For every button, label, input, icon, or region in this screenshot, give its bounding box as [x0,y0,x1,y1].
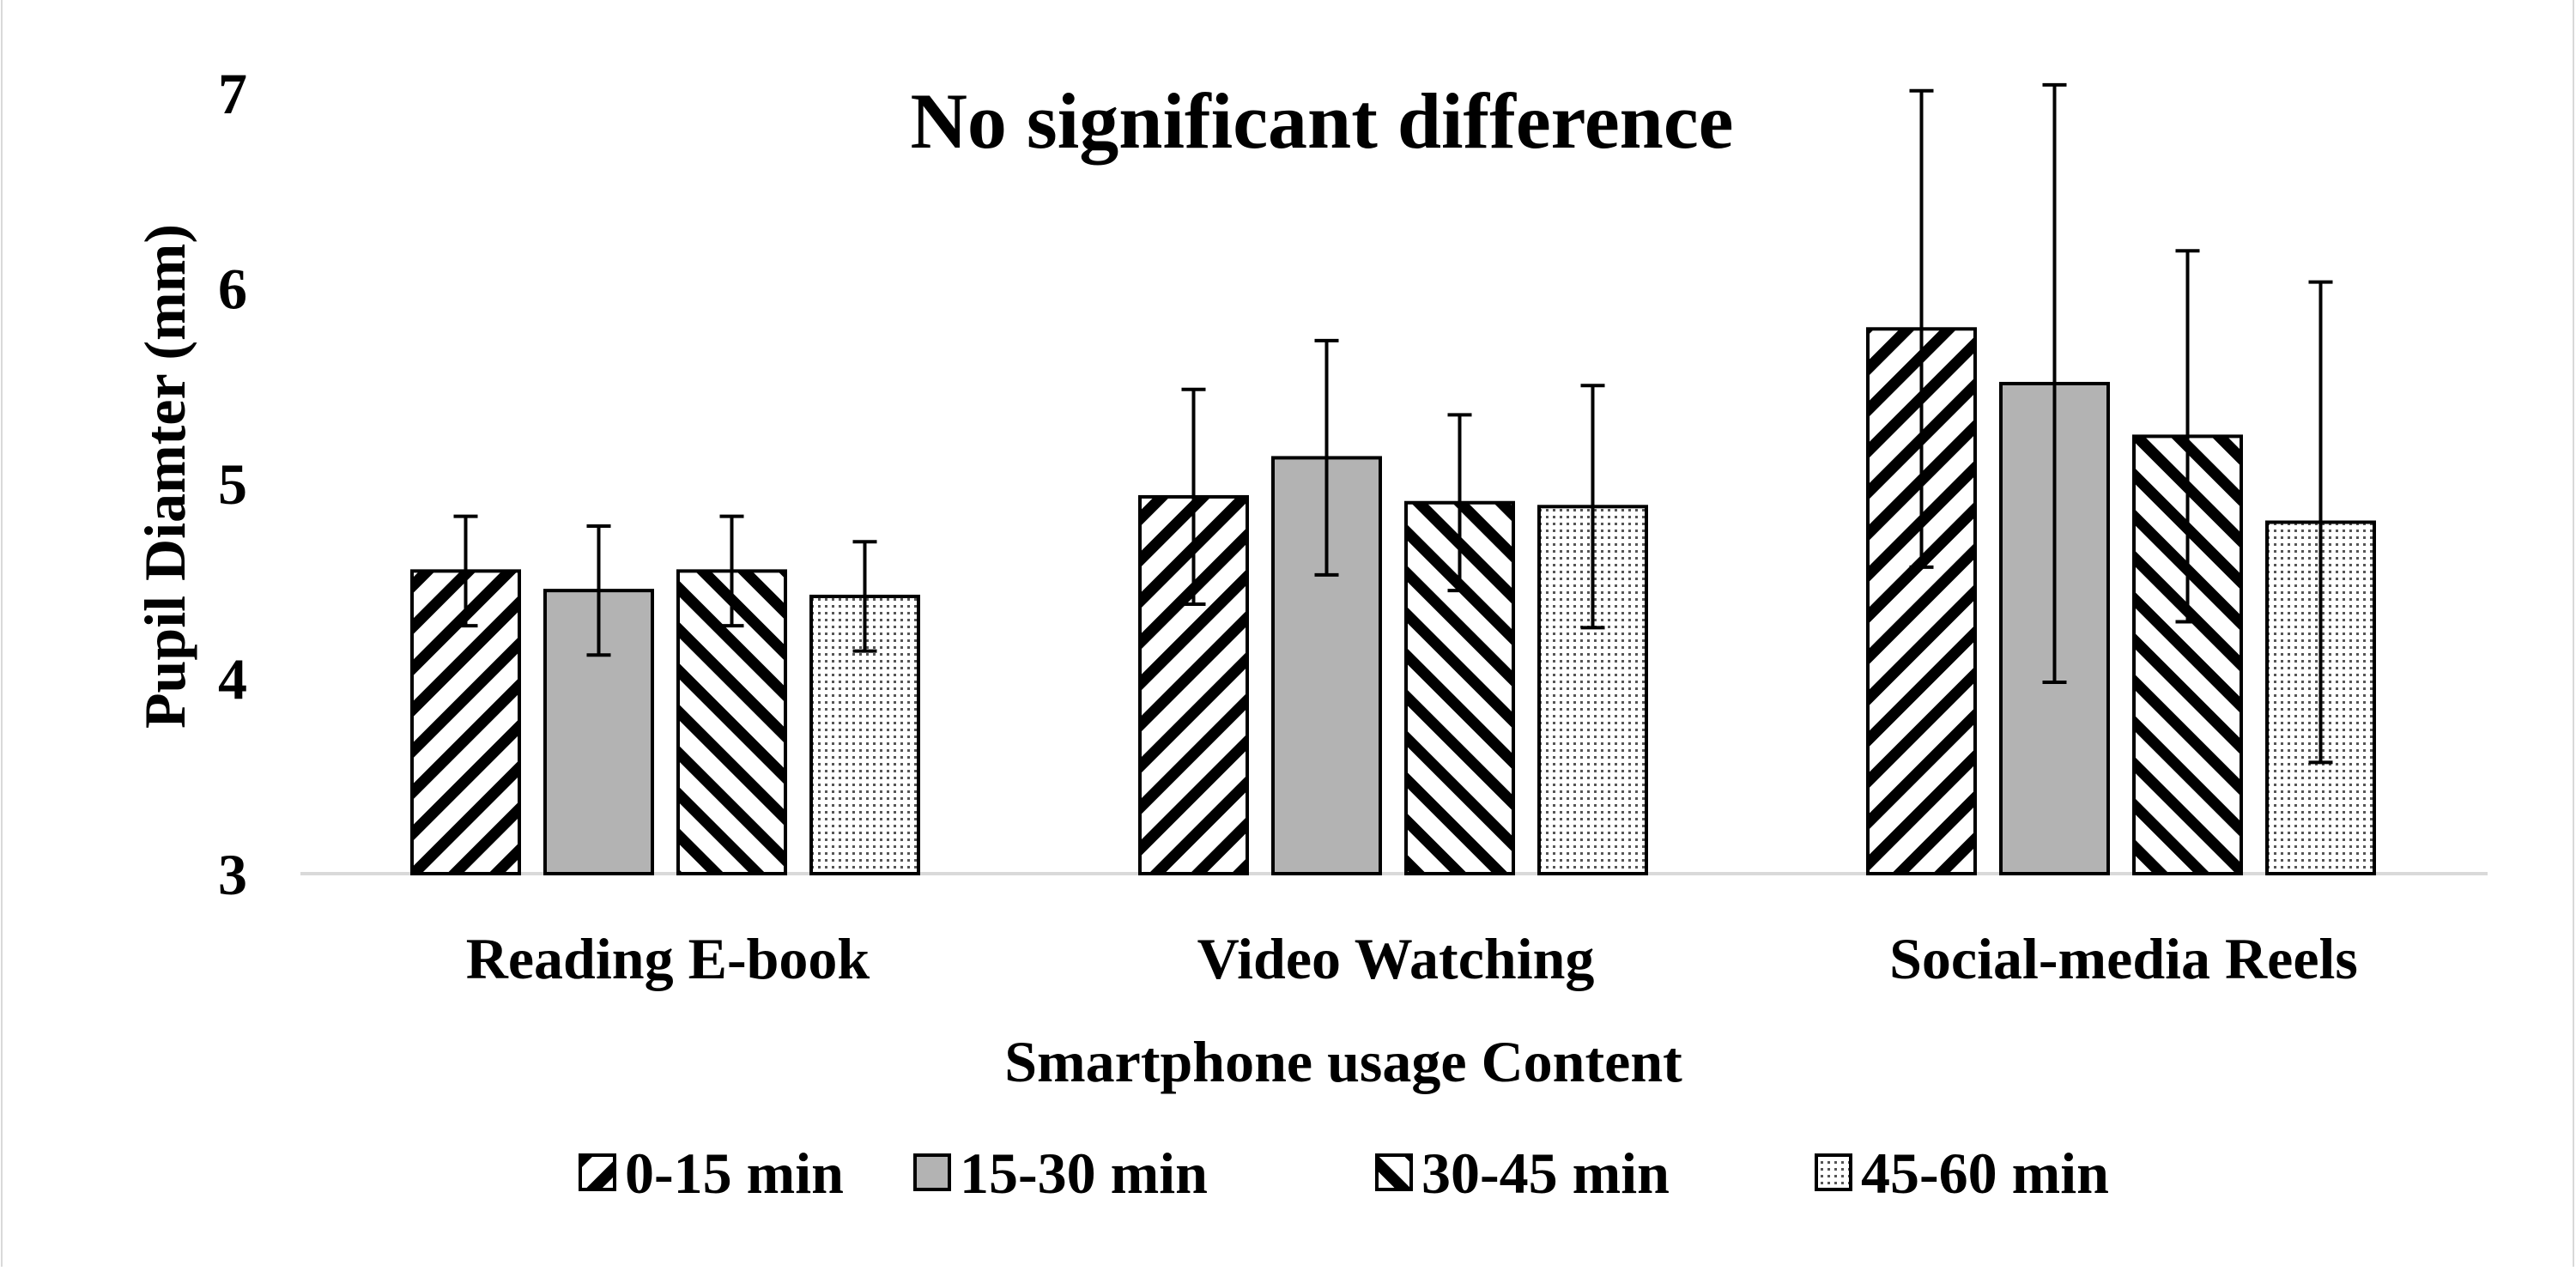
y-axis-ticks: 3 4 5 6 7 [218,61,247,907]
y-tick-label: 7 [218,61,247,126]
x-category-label: Video Watching [1197,926,1595,991]
y-tick-label: 5 [218,451,247,517]
y-tick-label: 3 [218,842,247,907]
legend-swatch [1815,1153,1852,1191]
x-category-label: Social-media Reels [1889,926,2358,991]
x-category-label: Reading E-book [466,926,870,991]
bar [1271,456,1382,875]
y-tick-label: 6 [218,257,247,322]
legend-label: 30-45 min [1421,1141,1670,1206]
error-bars-top [453,82,2333,765]
bar [809,594,920,875]
y-tick-label: 4 [218,647,247,712]
legend-swatch [913,1153,951,1191]
legend-label: 45-60 min [1861,1141,2109,1206]
y-axis-label: Pupil Diamter (mm) [132,224,197,729]
x-axis-categories: Reading E-book Video Watching Social-media… [466,926,2358,991]
legend-swatch [1375,1153,1413,1191]
legend-label: 0-15 min [625,1141,844,1206]
x-axis-label: Smartphone usage Content [1004,1029,1682,1094]
bars [410,327,2376,876]
chart-title: No significant difference [910,77,1733,165]
legend: 0-15 min 15-30 min 30-45 min 45-60 min [579,1141,2109,1206]
legend-label: 15-30 min [960,1141,1208,1206]
legend-swatch [579,1153,616,1191]
